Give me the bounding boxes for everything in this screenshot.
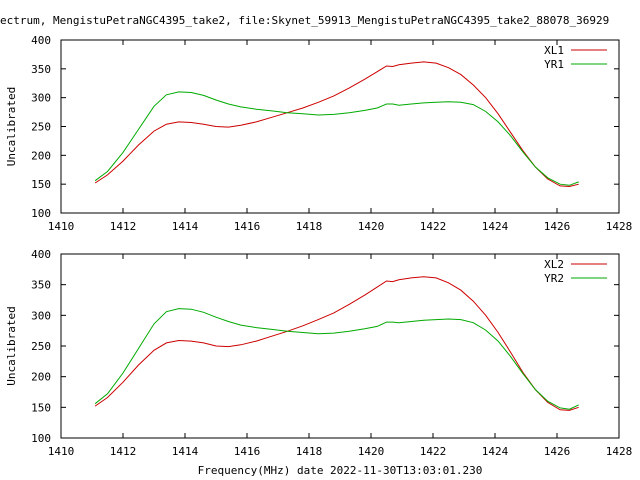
y-tick-label: 250 [31,121,51,134]
series-line-yr2 [94,308,579,410]
y-tick-label: 300 [31,309,51,322]
x-tick-label: 1410 [48,220,75,233]
y-axis-label: Uncalibrated [5,306,18,385]
x-axis-label: Frequency(MHz) date 2022-11-30T13:03:01.… [198,464,483,477]
y-tick-label: 250 [31,340,51,353]
series-line-yr1 [94,91,579,186]
y-tick-label: 400 [31,248,51,261]
x-tick-label: 1422 [420,445,447,458]
plot-frame [60,253,620,439]
legend-label: YR1 [544,58,564,71]
x-tick-label: 1428 [606,220,633,233]
x-tick-label: 1416 [234,445,261,458]
y-tick-label: 200 [31,149,51,162]
y-tick-label: 350 [31,63,51,76]
x-tick-label: 1428 [606,445,633,458]
x-tick-label: 1420 [358,445,385,458]
legend-label: XL1 [544,44,564,57]
y-tick-label: 150 [31,178,51,191]
plot-frame [60,39,620,214]
chart-panel-top: 1410 1412 1414 1416 1418 1420 1422 1424 1426 1428… [5,34,632,233]
x-tick-label: 1424 [482,445,509,458]
y-tick-label: 200 [31,371,51,384]
x-tick-label: 1426 [544,445,571,458]
y-tick-label: 350 [31,279,51,292]
y-tick-label: 100 [31,207,51,220]
y-tick-label: 300 [31,92,51,105]
legend-label: YR2 [544,272,564,285]
figure-title: ectrum, MengistuPetraNGC4395_take2, file… [0,14,609,27]
x-tick-label: 1422 [420,220,447,233]
x-tick-label: 1412 [110,220,137,233]
legend-label: XL2 [544,258,564,271]
series-line-xl1 [94,61,579,188]
y-tick-label: 400 [31,34,51,47]
x-tick-label: 1412 [110,445,137,458]
x-tick-label: 1420 [358,220,385,233]
x-tick-label: 1414 [172,445,199,458]
x-tick-label: 1426 [544,220,571,233]
y-tick-label: 100 [31,432,51,445]
x-tick-label: 1410 [48,445,75,458]
y-tick-label: 150 [31,401,51,414]
x-tick-label: 1414 [172,220,199,233]
series-line-xl2 [94,276,579,411]
chart-panel-bottom: 1410 1412 1414 1416 1418 1420 1422 1424 1426 1428… [5,248,632,477]
x-tick-label: 1424 [482,220,509,233]
y-axis-label: Uncalibrated [5,87,18,166]
x-tick-label: 1418 [296,445,323,458]
x-tick-label: 1418 [296,220,323,233]
x-tick-label: 1416 [234,220,261,233]
